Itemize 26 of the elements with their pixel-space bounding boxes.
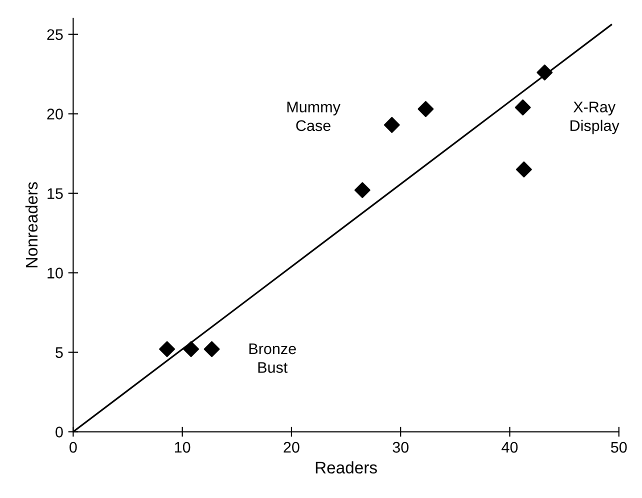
point (514, 99, 531, 116)
y-axis-title: Nonreaders (25, 182, 38, 268)
x-axis-title: Readers (316, 461, 377, 474)
point (204, 341, 220, 358)
point (354, 182, 370, 198)
x-tick-label: 30 (392, 442, 409, 453)
y-tick-label: 0 (56, 426, 63, 438)
y-tick-label: 20 (47, 108, 63, 120)
annotation: Bronze Bust (249, 344, 296, 373)
point (384, 116, 400, 133)
x-tick-label: 10 (174, 442, 190, 453)
point (159, 341, 176, 358)
y-tick-label: 10 (48, 268, 63, 278)
annotation: X-Ray Display (570, 102, 620, 134)
point (418, 101, 434, 118)
point (536, 64, 553, 80)
annotation: Mummy Case (287, 102, 340, 132)
point (183, 341, 200, 358)
x-tick-label: 40 (502, 442, 518, 453)
point (516, 161, 532, 178)
x-tick-label: 50 (611, 442, 627, 453)
y-tick-label: 5 (56, 347, 63, 358)
x-tick-label: 20 (284, 442, 300, 453)
y-tick-label: 25 (47, 29, 63, 40)
y-tick-label: 15 (48, 188, 63, 199)
x-tick-label: 0 (70, 442, 77, 453)
